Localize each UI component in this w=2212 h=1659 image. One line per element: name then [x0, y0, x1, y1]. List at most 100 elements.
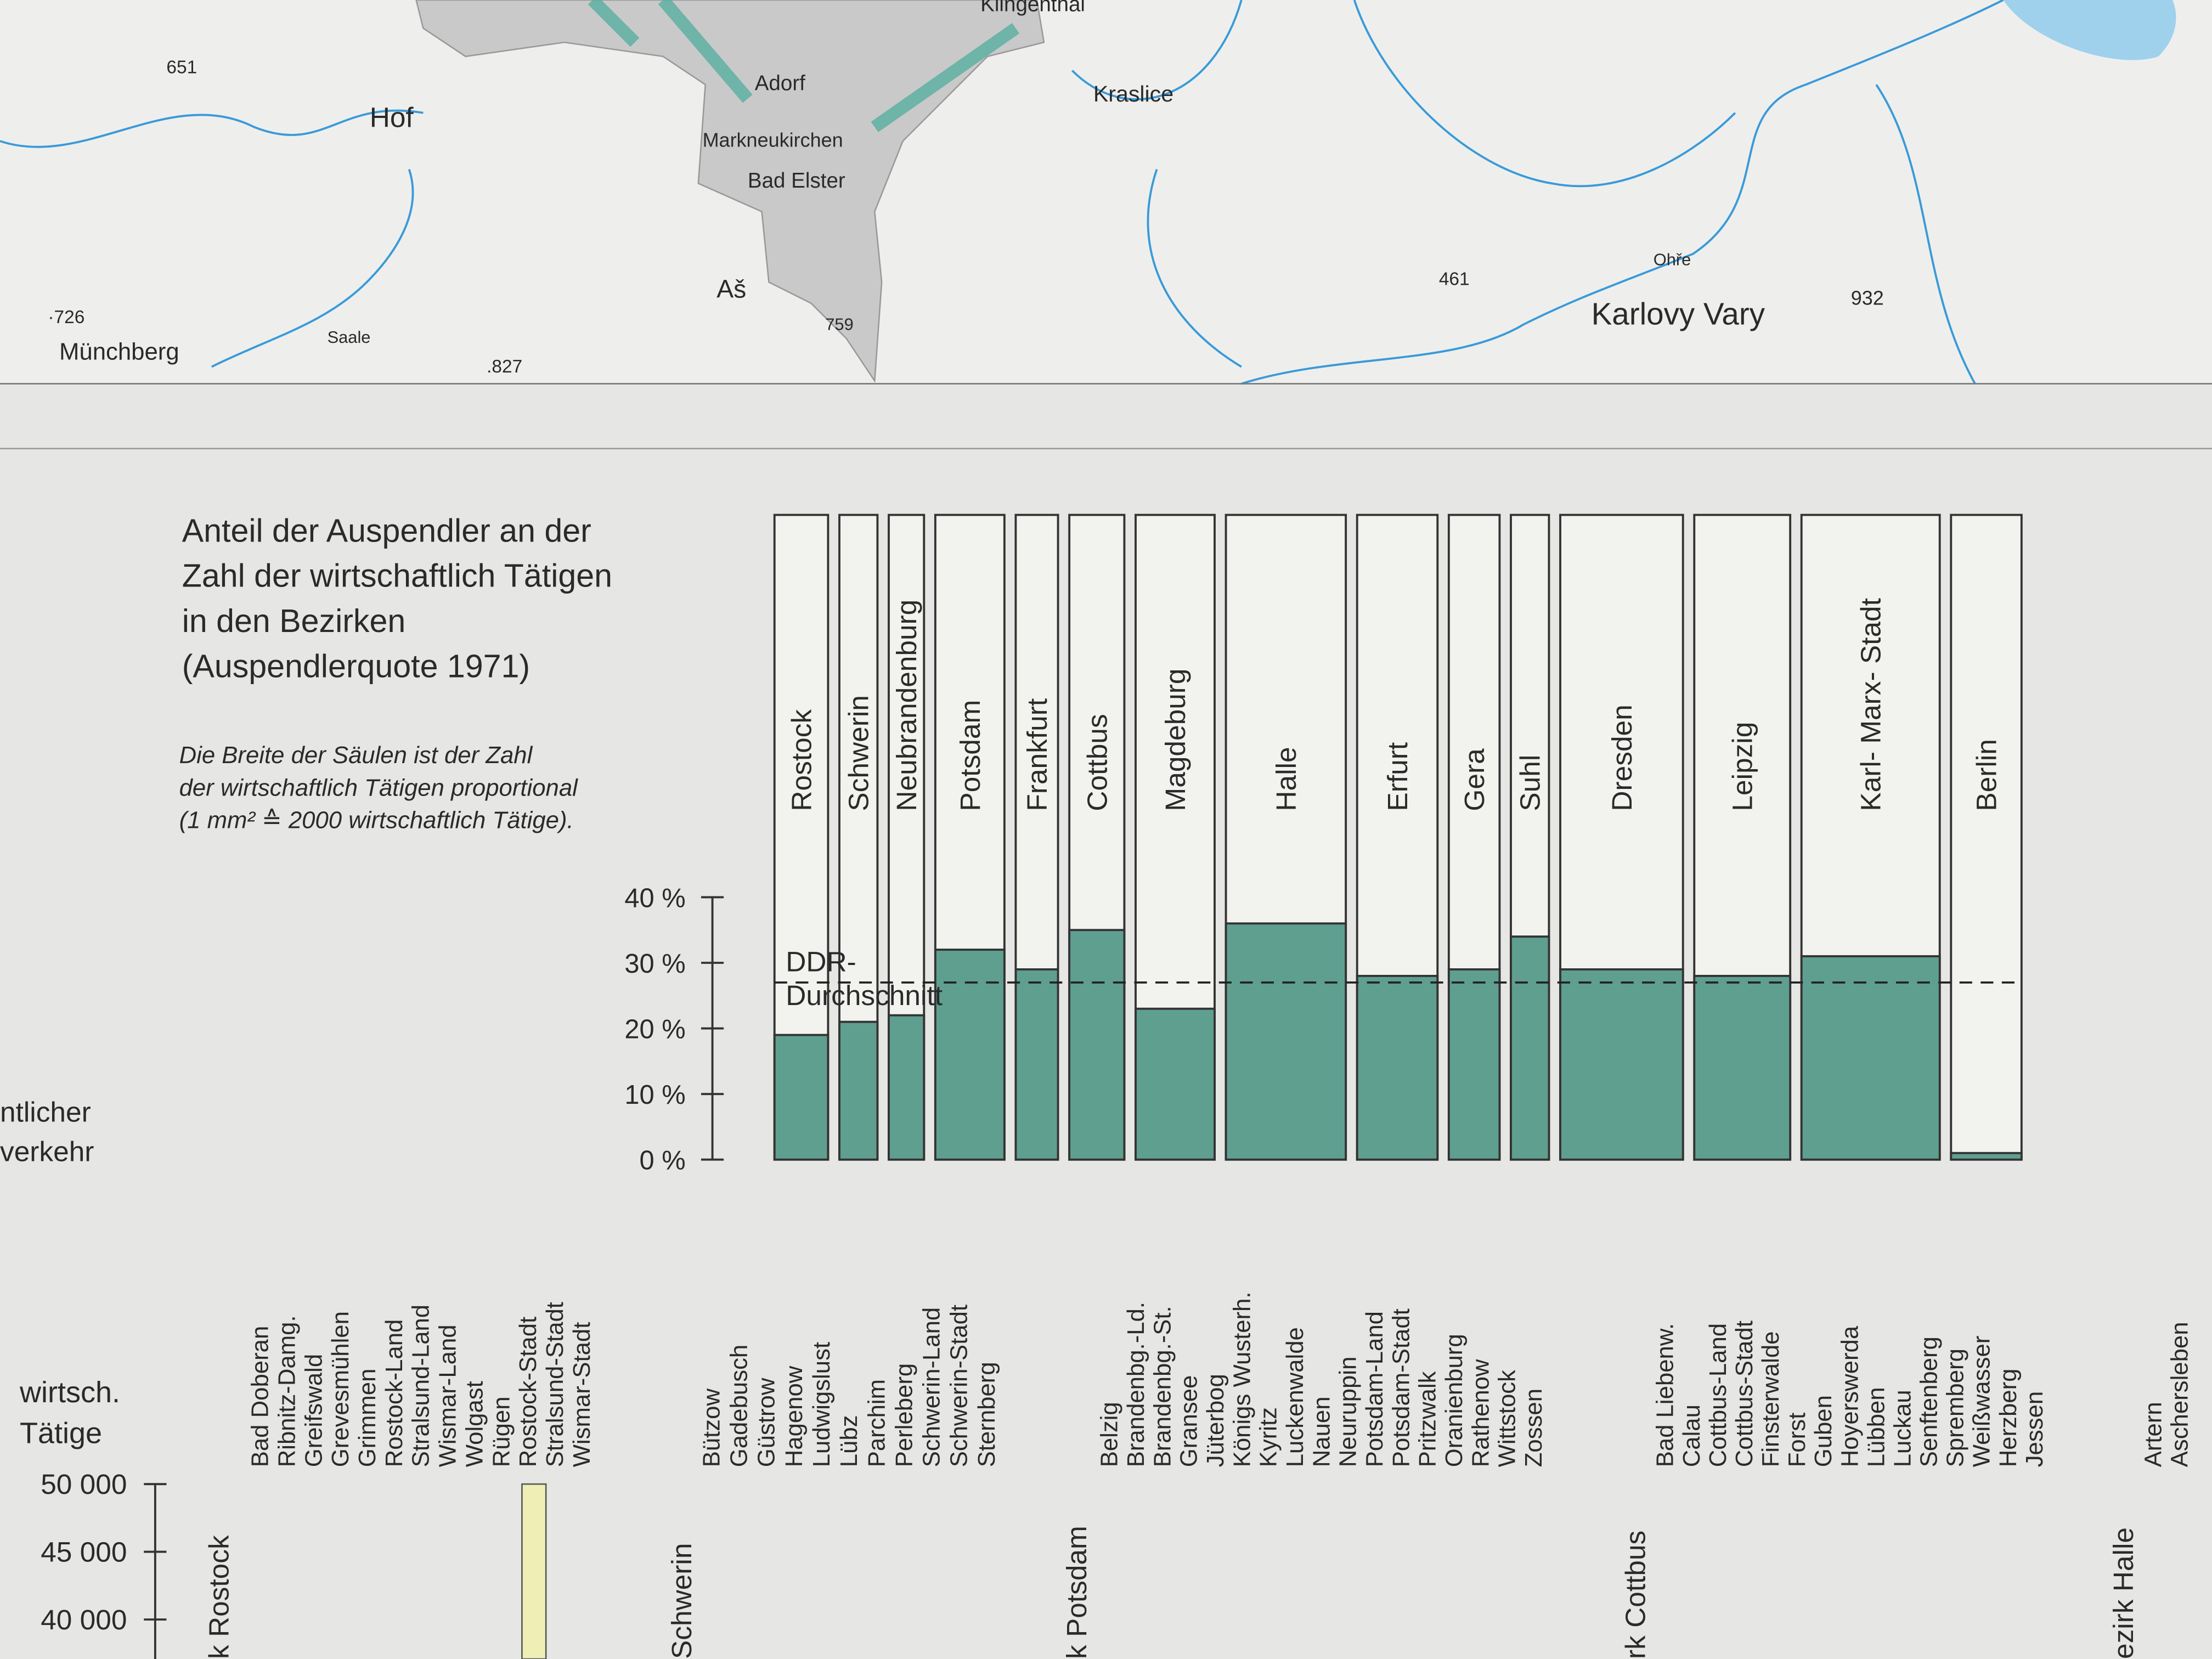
y-tick-label: 20 % — [624, 1015, 685, 1045]
map-label: 759 — [825, 315, 853, 334]
map-label: 651 — [166, 58, 197, 78]
column-label: Magdeburg — [1159, 668, 1191, 811]
column-label: Potsdam — [954, 700, 986, 811]
chart-title: (Auspendlerquote 1971) — [182, 647, 530, 684]
kreis-label: Königs Wusterh. — [1228, 1291, 1255, 1467]
lower-tick-label: 45 000 — [41, 1536, 127, 1568]
average-label: Durchschnitt — [786, 979, 943, 1011]
column-label: Neubrandenburg — [890, 600, 922, 811]
kreis-label: Greifswald — [300, 1354, 327, 1467]
map-label: Adorf — [755, 72, 805, 95]
lower-axis-title: wirtsch. — [19, 1376, 120, 1409]
map-label: Hof — [370, 101, 414, 133]
kreis-label: Oranienburg — [1441, 1334, 1468, 1467]
kreis-label: Stralsund-Stadt — [541, 1302, 568, 1467]
lower-tick-label: 50 000 — [41, 1468, 127, 1500]
group-label: ezirk Halle — [2107, 1527, 2139, 1659]
column-label: Erfurt — [1381, 742, 1413, 811]
bar — [773, 1034, 830, 1161]
kreis-label: Senftenberg — [1916, 1336, 1943, 1467]
map-label: Markneukirchen — [703, 128, 843, 151]
kreis-label: Hagenow — [781, 1365, 808, 1467]
bar — [1135, 1007, 1216, 1161]
map-label: Ohře — [1654, 250, 1691, 269]
chart-title: Zahl der wirtschaftlich Tätigen — [182, 557, 612, 594]
column-label: Dresden — [1606, 704, 1638, 811]
kreis-label: Güstrow — [753, 1378, 780, 1467]
column-label: Leipzig — [1726, 722, 1758, 811]
kreis-label: Belzig — [1096, 1402, 1123, 1467]
map-label: Saale — [328, 328, 371, 347]
kreis-label: Lübz — [836, 1415, 862, 1468]
bar — [1510, 935, 1550, 1161]
map-label: Kraslice — [1093, 81, 1173, 106]
map-label: Münchberg — [59, 338, 179, 365]
chart-title: in den Bezirken — [182, 602, 406, 639]
map-label: Klingenthal — [980, 0, 1085, 16]
kreis-label: Rostock-Land — [381, 1319, 408, 1468]
kreis-label: Spremberg — [1942, 1348, 1969, 1467]
map-label: Karlovy Vary — [1592, 296, 1765, 331]
y-tick-label: 30 % — [624, 949, 685, 979]
note: Die Breite der Säulen ist der Zahl — [179, 742, 533, 769]
bar — [1068, 929, 1126, 1161]
column-label: Berlin — [1971, 739, 2002, 811]
kreis-label: Herzberg — [1995, 1369, 2022, 1468]
kreis-label: Artern — [2140, 1402, 2166, 1467]
kreis-label: Ribnitz-Damg. — [273, 1315, 300, 1467]
bar — [888, 1014, 926, 1161]
kreis-label: Wolgast — [461, 1381, 488, 1467]
bar — [1950, 1152, 2023, 1161]
kreis-label: Gadebusch — [726, 1345, 753, 1468]
kreis-label: Calau — [1678, 1404, 1705, 1467]
bar — [934, 949, 1006, 1161]
map-label: Aš — [716, 275, 746, 303]
y-tick-label: 40 % — [624, 883, 685, 913]
kreis-label: Ludwigslust — [808, 1342, 835, 1467]
column-label: Gera — [1458, 748, 1490, 811]
kreis-label: Rathenow — [1467, 1359, 1494, 1467]
kreis-label: Weißwasser — [1968, 1336, 1995, 1468]
lower-tick-label: 40 000 — [41, 1604, 127, 1635]
kreis-label: Sternberg — [973, 1362, 1000, 1467]
column-label: Karl- Marx- Stadt — [1855, 598, 1887, 811]
kreis-label: Cottbus-Stadt — [1731, 1321, 1758, 1467]
kreis-label: Brandenbg.-Ld. — [1122, 1302, 1149, 1467]
chart-title: Anteil der Auspendler an der — [182, 512, 591, 549]
kreis-label: Cottbus-Land — [1705, 1323, 1731, 1467]
lower-bar — [521, 1483, 547, 1659]
map-label: Bad Elster — [748, 169, 845, 193]
y-tick-label: 10 % — [624, 1080, 685, 1110]
kreis-label: Kyritz — [1255, 1407, 1282, 1467]
column-label: Halle — [1270, 747, 1302, 811]
column-label: Schwerin — [843, 695, 874, 811]
average-label: DDR- — [786, 945, 856, 977]
lake — [2003, 0, 2176, 60]
note: der wirtschaftlich Tätigen proportional — [179, 774, 579, 801]
y-tick-label: 0 % — [640, 1146, 686, 1176]
kreis-label: Schwerin-Stadt — [946, 1305, 973, 1467]
kreis-label: Lübben — [1863, 1387, 1889, 1467]
kreis-label: Potsdam-Land — [1361, 1311, 1388, 1467]
kreis-label: Pritzwalk — [1414, 1371, 1441, 1467]
map — [0, 0, 2212, 450]
kreis-label: Jessen — [2021, 1391, 2048, 1467]
bar — [1800, 955, 1941, 1161]
bar — [838, 1020, 879, 1161]
kreis-label: Rostock-Stadt — [515, 1317, 541, 1467]
bar — [1356, 974, 1439, 1161]
column — [1950, 514, 2023, 1161]
kreis-label: Bützow — [698, 1389, 725, 1468]
kreis-label: Perleberg — [890, 1363, 917, 1468]
kreis-label: Rügen — [488, 1396, 515, 1467]
kreis-label: Brandenbg.-St. — [1149, 1306, 1176, 1467]
map-label: .827 — [487, 357, 522, 377]
side-text: verkehr — [0, 1135, 94, 1167]
group-label: Schwerin — [665, 1543, 697, 1659]
group-label: k Rostock — [203, 1535, 235, 1659]
column-label: Suhl — [1514, 755, 1546, 811]
kreis-label: Luckenwalde — [1282, 1327, 1308, 1467]
kreis-label: Wittstock — [1494, 1370, 1521, 1467]
column-label: Frankfurt — [1021, 698, 1053, 811]
flows — [588, 0, 1020, 132]
